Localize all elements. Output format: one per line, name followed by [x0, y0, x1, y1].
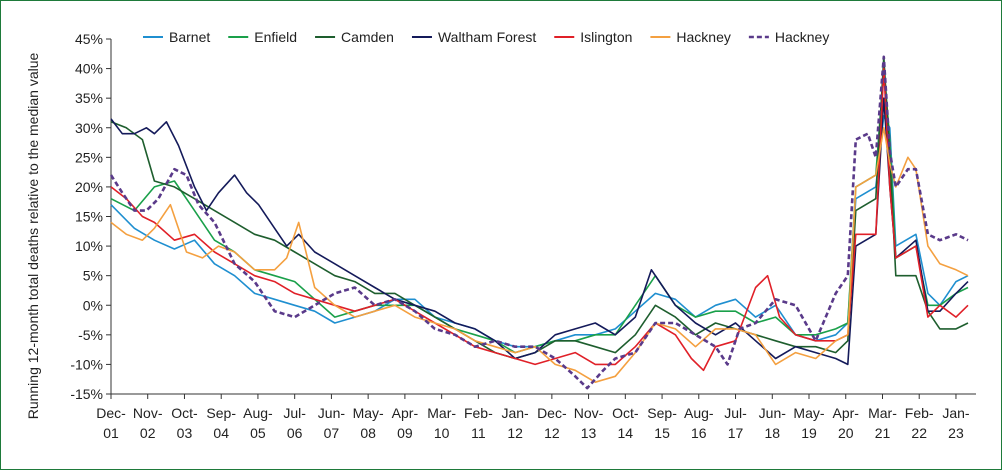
- y-axis-label: Running 12-month total deaths relative t…: [25, 53, 41, 420]
- legend: Barnet Enfield Camden Waltham Forest Islingt…: [143, 29, 829, 45]
- x-tick-label-year: 23: [948, 425, 964, 441]
- legend-label: Enfield: [254, 29, 297, 45]
- y-tick-label: 35%: [75, 90, 103, 106]
- x-tick-label-month: Jan-: [501, 405, 529, 421]
- x-tick-label-year: 08: [360, 425, 376, 441]
- y-tick-label: 15%: [75, 209, 103, 225]
- x-tick-label-month: Mar-: [427, 405, 456, 421]
- series-line-hackney-dashed: [109, 55, 969, 390]
- x-tick-label-month: Jul-: [283, 405, 306, 421]
- x-tick-label-year: 10: [434, 425, 450, 441]
- y-tick-label: 30%: [75, 120, 103, 136]
- legend-label: Hackney: [775, 29, 829, 45]
- series-line-enfield: [110, 67, 969, 354]
- x-tick-label-month: Nov-: [574, 405, 604, 421]
- x-tick-label-year: 22: [911, 425, 927, 441]
- y-tick-label: 5%: [83, 268, 103, 284]
- x-tick-label-year: 11: [471, 425, 486, 441]
- x-tick-label-year: 12: [544, 425, 560, 441]
- x-tick-label-month: Sep-: [206, 405, 236, 421]
- x-tick-label-year: 15: [654, 425, 670, 441]
- y-tick-label: 20%: [75, 179, 103, 195]
- series-group: [109, 55, 969, 390]
- x-tick-label-year: 19: [801, 425, 817, 441]
- x-tick-label-month: Sep-: [647, 405, 677, 421]
- x-tick-label-month: Aug-: [243, 405, 273, 421]
- x-tick-label-year: 09: [397, 425, 413, 441]
- x-tick-label-year: 21: [875, 425, 891, 441]
- legend-label: Camden: [341, 29, 394, 45]
- x-axis: Dec- 01 Nov- 02 Oct- 03 Sep- 04 Aug- 05 Jul- 06 Jun-…: [96, 393, 976, 441]
- x-tick-label-year: 14: [618, 425, 634, 441]
- y-tick-label: 10%: [75, 238, 103, 254]
- x-tick-label-month: Dec-: [537, 405, 567, 421]
- x-tick-label-month: May-: [353, 405, 384, 421]
- x-tick-label-year: 05: [250, 425, 266, 441]
- x-tick-label-year: 18: [764, 425, 780, 441]
- x-tick-label-month: Feb-: [464, 405, 493, 421]
- x-tick-label-month: Apr-: [833, 405, 860, 421]
- x-tick-label-month: Feb-: [905, 405, 934, 421]
- x-tick-label-year: 12: [507, 425, 523, 441]
- x-tick-label-year: 13: [581, 425, 597, 441]
- x-tick-label-year: 07: [324, 425, 340, 441]
- legend-label: Islington: [580, 29, 632, 45]
- x-tick-label-year: 17: [728, 425, 744, 441]
- series-line-camden: [110, 56, 969, 360]
- series-line-waltham-forest: [110, 97, 969, 366]
- y-tick-label: 45%: [75, 31, 103, 47]
- x-tick-label-month: Aug-: [684, 405, 714, 421]
- x-tick-label-month: Oct-: [612, 405, 639, 421]
- legend-label: Hackney: [676, 29, 730, 45]
- y-tick-label: -5%: [78, 327, 103, 343]
- x-tick-label-year: 02: [140, 425, 156, 441]
- series-line-hackney: [110, 127, 969, 383]
- x-tick-label-month: Mar-: [868, 405, 897, 421]
- x-tick-label-year: 03: [177, 425, 193, 441]
- series-line-islington: [110, 67, 969, 372]
- x-tick-label-month: May-: [793, 405, 824, 421]
- x-tick-label-year: 01: [103, 425, 119, 441]
- x-tick-label-month: Apr-: [392, 405, 419, 421]
- y-tick-label: 25%: [75, 149, 103, 165]
- y-tick-label: -10%: [70, 356, 103, 372]
- x-tick-label-year: 20: [838, 425, 854, 441]
- y-tick-label: 0%: [83, 297, 103, 313]
- series-line-barnet: [110, 115, 969, 348]
- x-tick-label-year: 04: [213, 425, 229, 441]
- legend-label: Barnet: [169, 29, 210, 45]
- x-tick-label-month: Jun-: [759, 405, 787, 421]
- y-axis: 45% 40% 35% 30% 25% 20% 15% 10% 5% 0% -5% -10% -15%: [70, 31, 112, 402]
- legend-label: Waltham Forest: [438, 29, 536, 45]
- x-tick-label-month: Jun-: [318, 405, 346, 421]
- x-tick-label-month: Oct-: [171, 405, 198, 421]
- x-tick-label-month: Nov-: [133, 405, 163, 421]
- y-tick-label: -15%: [70, 386, 103, 402]
- x-tick-label-year: 16: [691, 425, 707, 441]
- y-tick-label: 40%: [75, 61, 103, 77]
- x-tick-label-month: Jan-: [942, 405, 970, 421]
- x-tick-label-month: Dec-: [96, 405, 126, 421]
- x-tick-label-year: 06: [287, 425, 303, 441]
- x-tick-label-month: Jul-: [724, 405, 747, 421]
